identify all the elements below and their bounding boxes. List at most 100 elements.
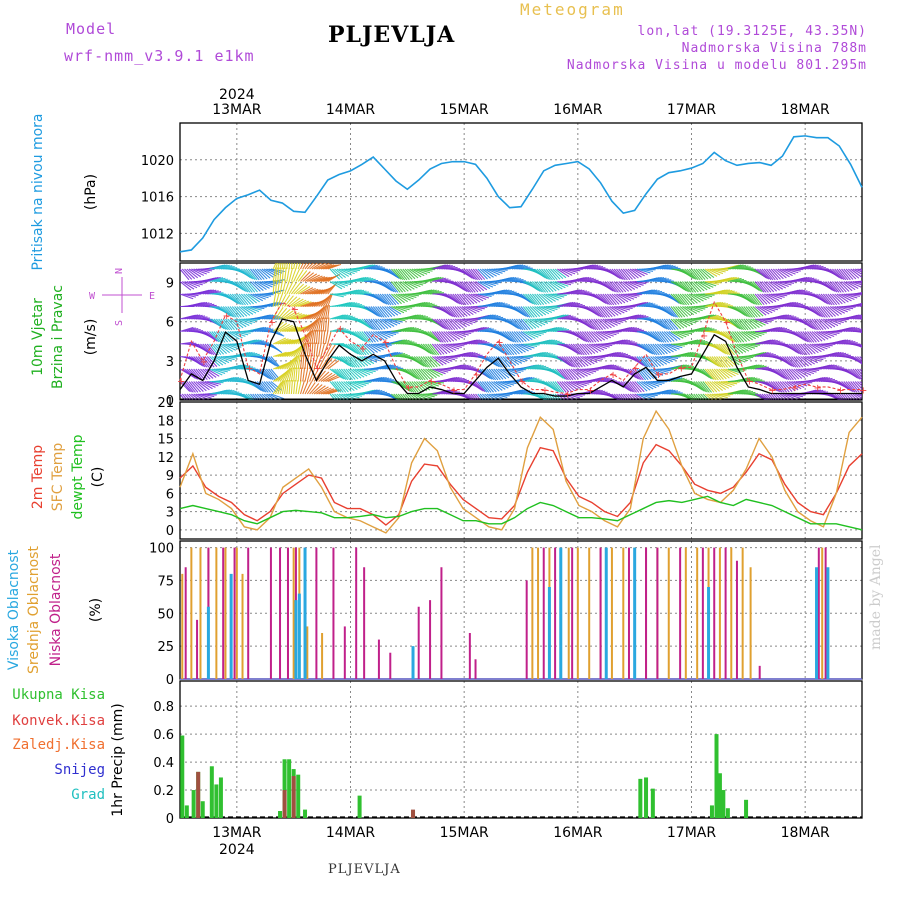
axis-label: Pritisak na nivou mora [30, 113, 46, 270]
wind-barb [775, 268, 787, 279]
wind-barb [452, 318, 464, 329]
precip-bar [209, 766, 214, 818]
wind-barb [277, 267, 280, 282]
wind-barb [547, 281, 560, 291]
wind-barb [223, 376, 237, 383]
wind-barb [320, 295, 331, 307]
wind-barb [550, 381, 561, 393]
wind-barb [297, 263, 301, 270]
wind-barb [286, 312, 300, 320]
wind-barb [682, 352, 697, 358]
wind-barb [345, 356, 356, 368]
wind-barb [784, 368, 794, 381]
wind-barb [313, 385, 326, 395]
wind-barb [232, 330, 246, 337]
wind-barb [768, 381, 780, 392]
wind-barb [554, 268, 567, 279]
wind-barb [725, 368, 739, 376]
wind-barb [759, 268, 770, 280]
wind-barb [325, 358, 337, 370]
wind-barb [316, 263, 330, 270]
wind-barb [677, 318, 691, 327]
wind-barb [379, 330, 394, 337]
wind-barb [545, 268, 556, 281]
wind-barb [300, 301, 314, 308]
wind-barb [429, 368, 443, 376]
wind-barb [693, 326, 708, 333]
wind-barb [607, 306, 619, 316]
wind-barb [700, 314, 715, 320]
precip-bar [725, 808, 730, 818]
series-line [179, 409, 863, 534]
wind-barb [373, 376, 387, 383]
wind-barb [297, 380, 302, 395]
wind-barb [766, 268, 776, 281]
wind-barb [702, 280, 717, 287]
gust-marker: + [654, 370, 662, 381]
wind-barb [479, 268, 491, 279]
wind-barb [536, 393, 546, 400]
wind-barb [277, 323, 291, 332]
wind-barb [197, 343, 210, 354]
y-tick-label: 1016 [141, 191, 174, 206]
wind-barb [293, 380, 296, 395]
wind-barb [784, 356, 795, 368]
wind-barb [225, 306, 235, 318]
wind-barb [213, 264, 228, 270]
wind-barb [602, 364, 617, 370]
wind-barb [375, 306, 385, 318]
wind-barb [341, 268, 355, 275]
wind-barb [406, 268, 419, 279]
wind-barb [274, 263, 279, 270]
wind-barb [425, 380, 439, 387]
wind-barb [714, 393, 728, 399]
wind-barb [197, 381, 210, 391]
wind-barb [200, 381, 213, 390]
wind-barb [327, 330, 332, 345]
wind-barb [661, 331, 672, 343]
wind-barb [441, 318, 451, 331]
y-tick-label: 0 [166, 394, 174, 409]
wind-barb [807, 343, 819, 354]
wind-barb [324, 317, 328, 332]
wind-barb [432, 368, 446, 375]
wind-barb [486, 381, 497, 393]
wind-barb [841, 326, 856, 333]
wind-barb [363, 343, 375, 354]
wind-barb [556, 368, 567, 380]
wind-barb [764, 339, 778, 345]
wind-barb [573, 380, 587, 387]
y-tick-label: 18 [157, 414, 174, 429]
wind-barb [650, 277, 665, 283]
wind-barb [720, 343, 731, 356]
wind-barb [290, 282, 301, 295]
wind-barb [568, 289, 583, 295]
wind-barb [215, 318, 227, 330]
wind-barb [500, 380, 515, 386]
wind-barb [425, 276, 440, 283]
wind-barb [404, 268, 416, 280]
wind-barb [541, 281, 551, 293]
wind-barb [727, 343, 738, 355]
wind-barb [241, 306, 254, 315]
wind-barb [681, 281, 692, 293]
wind-barb [377, 318, 389, 329]
wind-barb [700, 268, 712, 279]
wind-barb [697, 381, 708, 393]
wind-barb [459, 293, 469, 306]
wind-barb [761, 281, 772, 293]
wind-barb [461, 306, 474, 316]
wind-barb [439, 389, 453, 395]
wind-barb [181, 268, 193, 280]
wind-barb [520, 306, 531, 318]
wind-barb [268, 368, 278, 381]
wind-barb [488, 381, 500, 392]
wind-barb [493, 343, 505, 354]
wind-barb [284, 311, 297, 320]
wind-barb [402, 268, 413, 280]
wind-barb [538, 306, 553, 313]
wind-barb [331, 381, 342, 393]
wind-barb [495, 368, 507, 380]
wind-barb [325, 389, 340, 395]
wind-barb [566, 381, 579, 391]
